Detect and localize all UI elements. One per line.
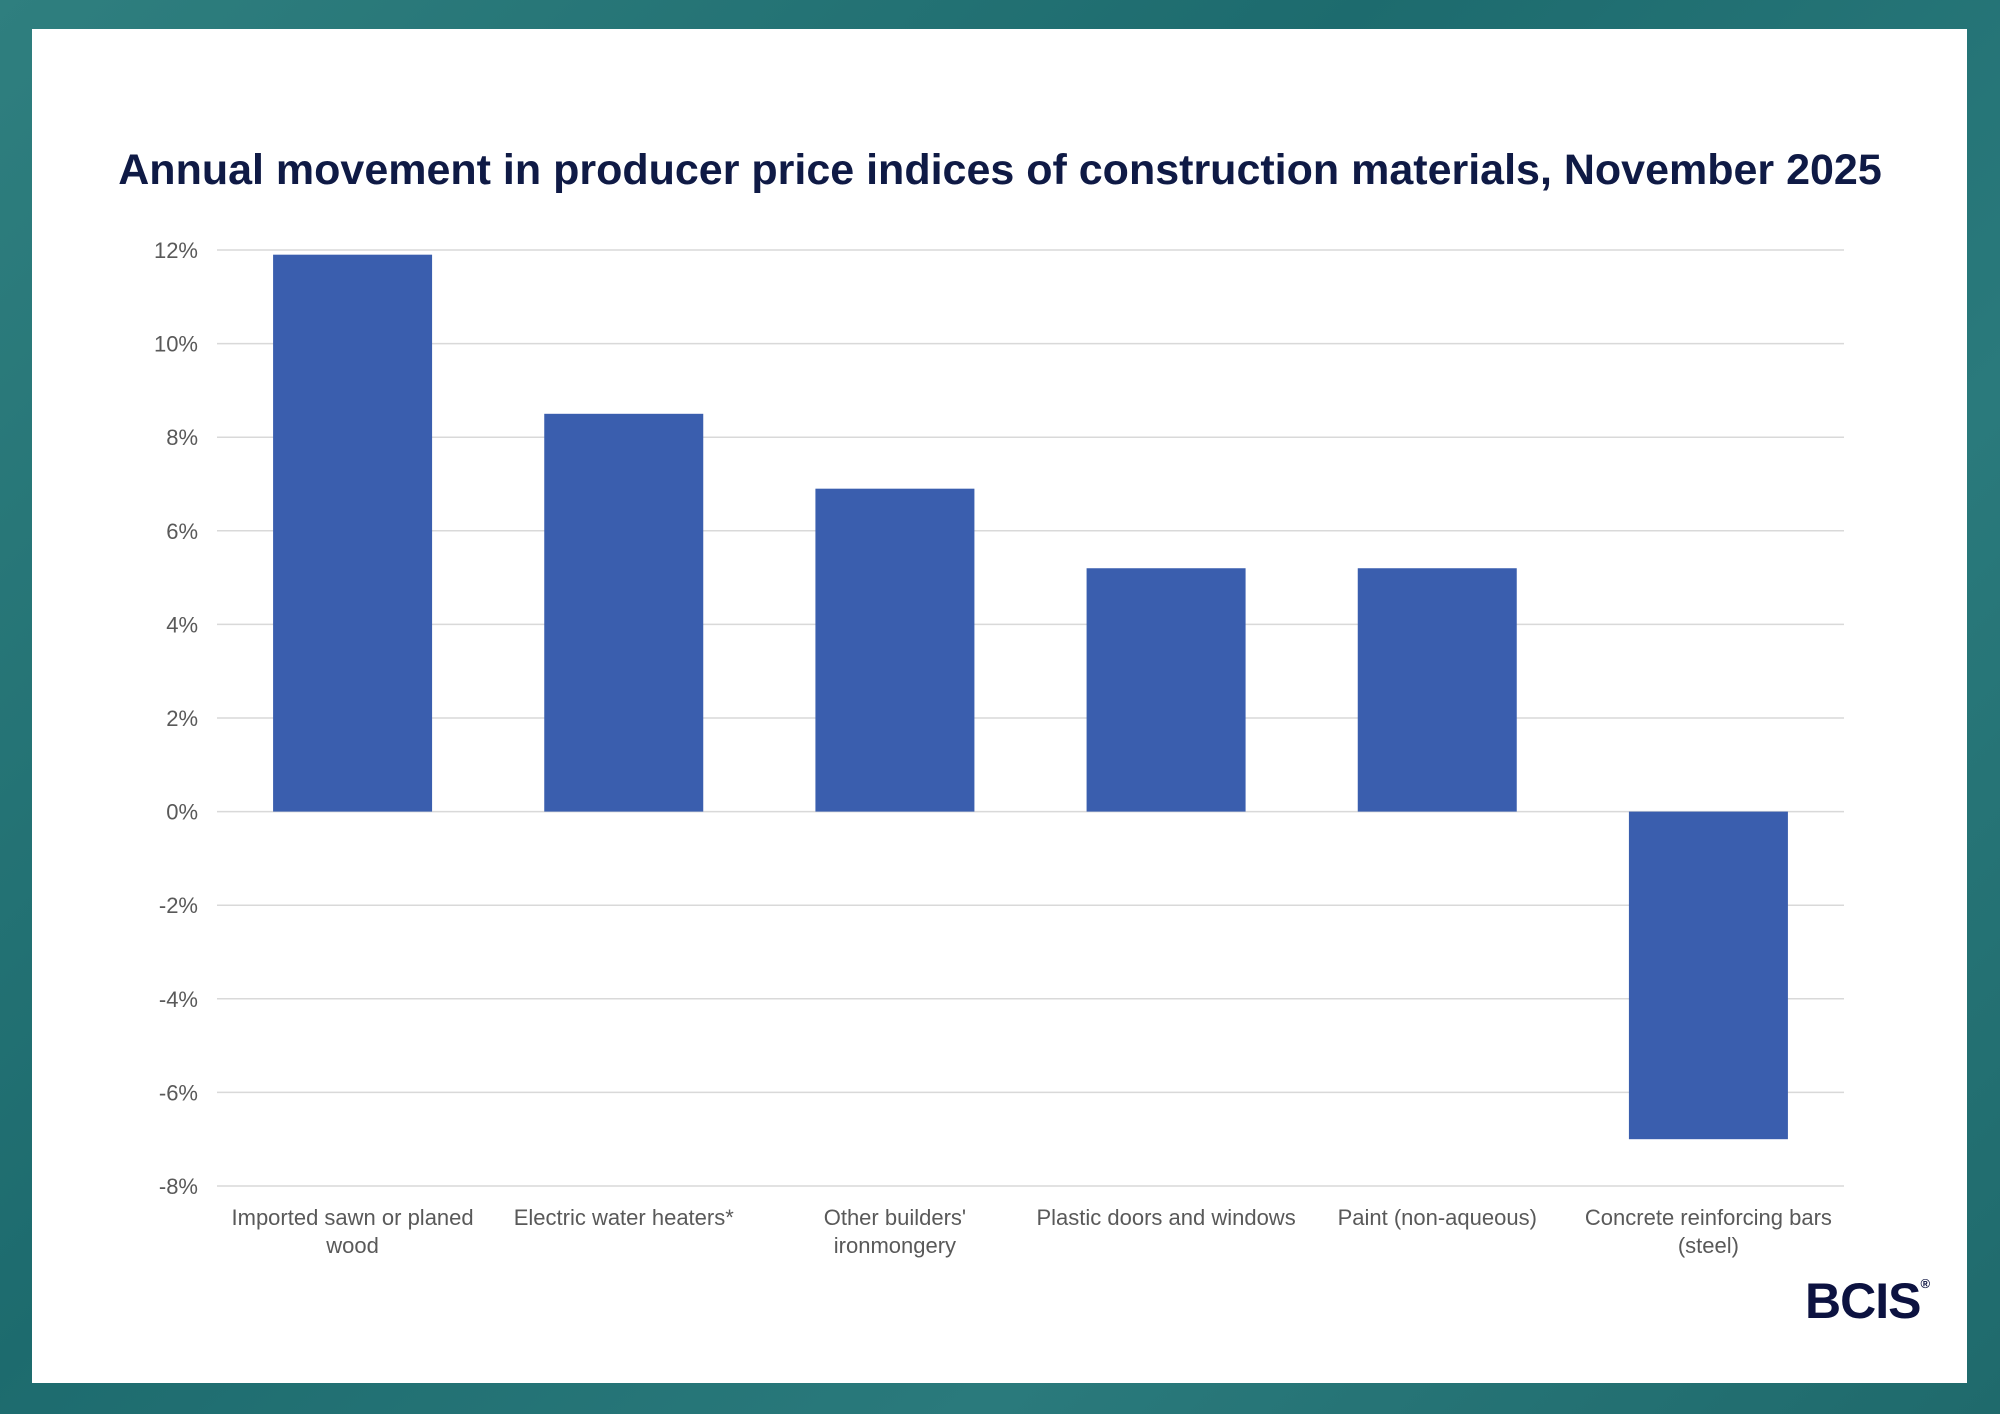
x-tick-label: (steel) [1678,1233,1739,1258]
registered-mark: ® [1920,1276,1930,1291]
x-tick-label: Concrete reinforcing bars [1585,1205,1832,1230]
bar [1357,568,1517,812]
bcis-logo: BCIS® [1805,1272,1930,1330]
x-tick-label: Electric water heaters* [514,1205,735,1230]
bar [815,488,975,812]
y-tick-label: 10% [154,332,198,357]
chart-title: Annual movement in producer price indice… [118,146,1882,194]
x-tick-label: ironmongery [834,1233,956,1258]
bar [1628,811,1788,1140]
y-tick-label: 8% [166,425,198,450]
x-tick-label: Paint (non-aqueous) [1338,1205,1537,1230]
logo-text: BCIS [1805,1273,1921,1329]
y-tick-label: 0% [166,800,198,825]
y-tick-label: -4% [159,987,198,1012]
x-tick-label: wood [325,1233,379,1258]
bar [1086,568,1246,812]
y-tick-label: -8% [159,1174,198,1199]
y-tick-label: 12% [154,238,198,263]
x-tick-label: Imported sawn or planed [232,1205,474,1230]
y-tick-label: 2% [166,706,198,731]
y-tick-label: 4% [166,612,198,637]
bar [544,413,704,812]
x-tick-label: Plastic doors and windows [1036,1205,1295,1230]
y-tick-label: 6% [166,519,198,544]
bar [273,254,433,812]
x-tick-label: Other builders' [824,1205,966,1230]
y-tick-label: -6% [159,1080,198,1105]
y-tick-label: -2% [159,893,198,918]
